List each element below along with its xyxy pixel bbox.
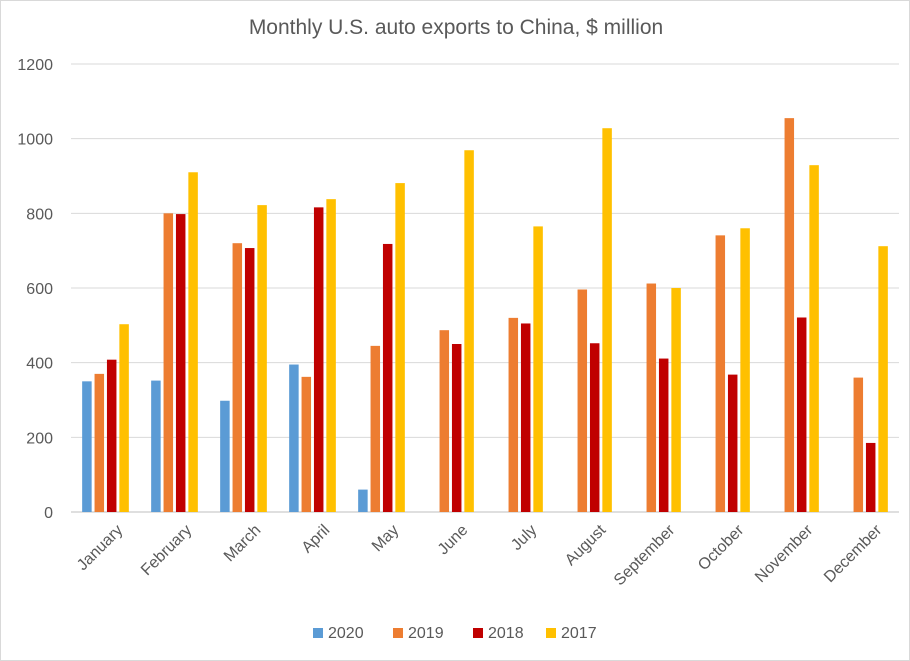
bar-2018-july <box>520 323 531 512</box>
legend-label-2020: 2020 <box>328 625 364 642</box>
bar-2018-august <box>589 343 600 512</box>
x-axis-ticks: January February March April May June July Augu… <box>74 521 886 589</box>
y-tick-label: 400 <box>26 356 53 373</box>
bar-2017-july <box>533 226 543 512</box>
bar-2019-october <box>715 235 726 513</box>
x-tick-label: June <box>435 522 472 559</box>
x-tick-label: February <box>138 522 195 579</box>
bar-2017-november <box>809 165 819 512</box>
bar-2019-april <box>301 376 312 512</box>
legend-swatch-2017 <box>546 628 556 638</box>
bar-2020-april <box>289 364 299 512</box>
y-tick-label: 1000 <box>17 132 53 149</box>
bar-2017-may <box>395 183 405 513</box>
y-tick-label: 200 <box>26 430 53 447</box>
bar-2017-january <box>119 324 129 512</box>
bar-2017-june <box>464 150 474 513</box>
x-tick-label: September <box>611 521 679 589</box>
bar-2018-may <box>382 243 393 513</box>
y-tick-label: 600 <box>26 281 53 298</box>
x-tick-label: November <box>752 521 817 586</box>
legend-label-2019: 2019 <box>408 625 444 642</box>
x-tick-label: May <box>369 522 402 555</box>
legend-swatch-2018 <box>473 628 483 638</box>
x-tick-label: April <box>299 522 334 557</box>
legend: 2020 2019 2018 2017 <box>313 625 597 642</box>
bar-2018-october <box>727 374 738 512</box>
bar-2019-november <box>784 118 795 512</box>
bar-2019-june <box>439 330 450 512</box>
bar-2017-december <box>878 246 888 513</box>
legend-swatch-2020 <box>313 628 323 638</box>
x-tick-label: October <box>695 521 748 574</box>
x-tick-label: March <box>221 522 264 565</box>
x-tick-label: August <box>562 521 610 569</box>
bar-2017-march <box>257 205 267 512</box>
x-tick-label: December <box>821 521 886 586</box>
bar-2020-may <box>358 489 368 512</box>
bar-2019-july <box>508 317 519 512</box>
y-tick-label: 1200 <box>17 57 53 74</box>
bar-2019-december <box>853 377 864 512</box>
bar-2019-march <box>232 243 243 512</box>
bar-2019-february <box>163 213 174 513</box>
bar-2020-january <box>82 381 92 512</box>
legend-label-2017: 2017 <box>561 625 597 642</box>
bar-2017-february <box>188 172 198 512</box>
bar-2018-april <box>313 207 324 513</box>
bar-2017-september <box>671 288 681 512</box>
bar-2018-february <box>175 214 186 512</box>
bar-2019-may <box>370 345 381 512</box>
legend-swatch-2019 <box>393 628 403 638</box>
bar-2017-august <box>602 128 612 513</box>
x-tick-label: January <box>74 522 126 574</box>
y-axis-ticks: 0 200 400 600 800 1000 1200 <box>17 57 53 522</box>
bar-2019-august <box>577 289 588 512</box>
y-tick-label: 0 <box>44 505 53 522</box>
bar-2018-january <box>106 359 117 512</box>
bar-2018-december <box>865 442 876 512</box>
bar-2017-october <box>740 228 750 512</box>
gridlines <box>71 63 899 513</box>
x-tick-label: July <box>508 522 540 554</box>
bar-2020-february <box>151 380 161 512</box>
legend-label-2018: 2018 <box>488 625 524 642</box>
bar-2018-september <box>658 358 669 512</box>
bar-2018-june <box>451 344 462 512</box>
bars <box>82 118 888 513</box>
bar-2020-march <box>220 400 230 512</box>
bar-2019-january <box>94 373 105 512</box>
bar-2018-november <box>796 317 807 512</box>
y-tick-label: 800 <box>26 206 53 223</box>
bar-2017-april <box>326 199 336 512</box>
chart-title: Monthly U.S. auto exports to China, $ mi… <box>249 16 663 39</box>
bar-2019-september <box>646 283 657 512</box>
bar-2018-march <box>244 248 255 512</box>
